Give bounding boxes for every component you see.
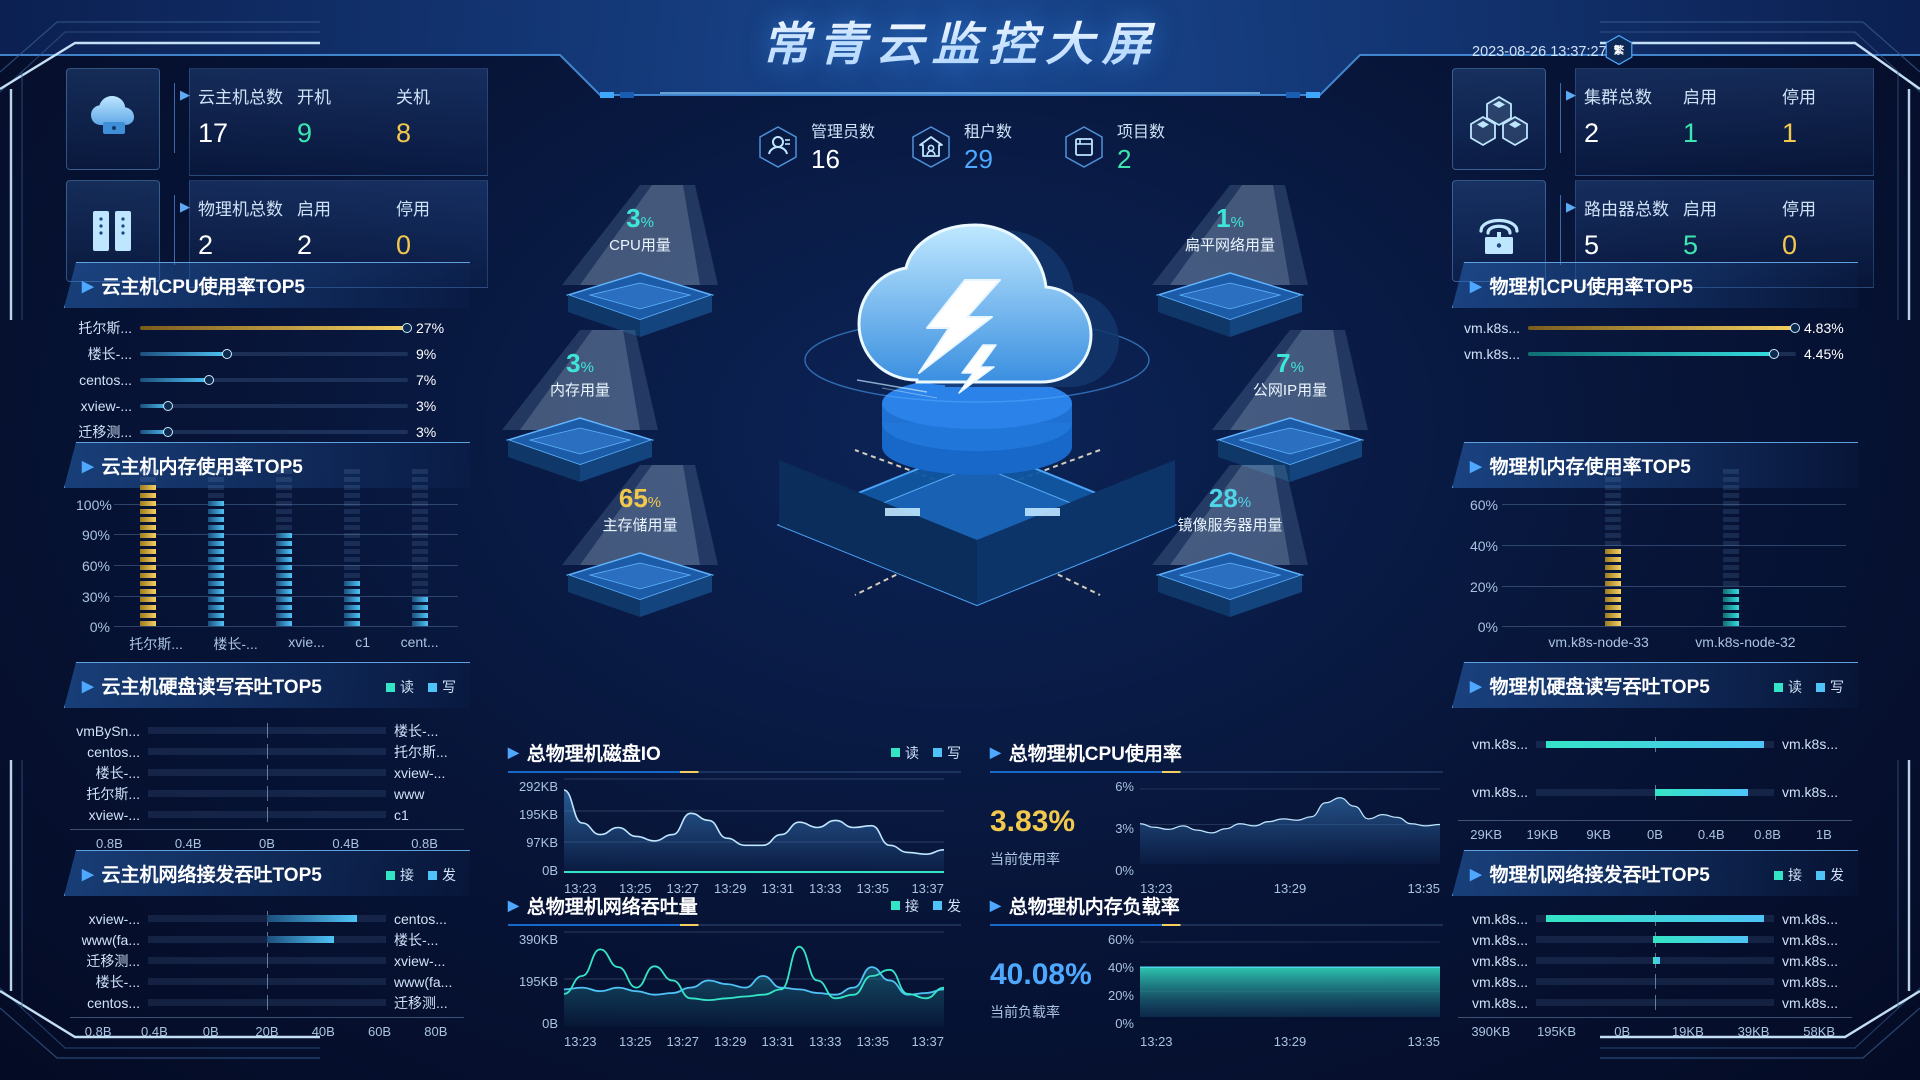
- svg-text:繁: 繁: [1613, 44, 1625, 57]
